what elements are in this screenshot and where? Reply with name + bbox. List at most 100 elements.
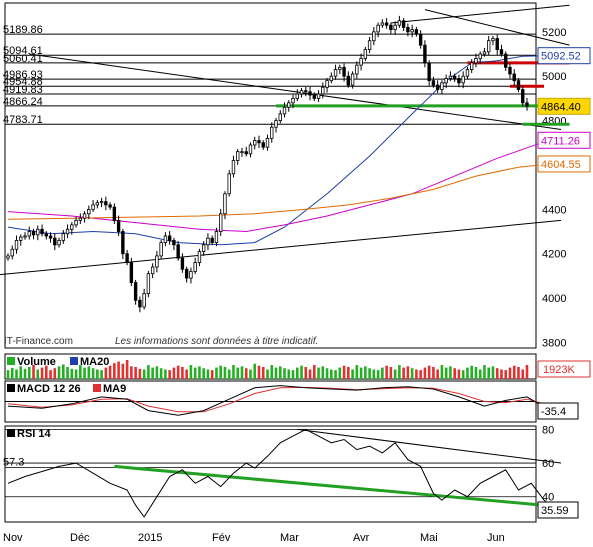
trend-line [390, 4, 570, 24]
volume-bar [104, 367, 108, 379]
candle [244, 151, 248, 155]
candle [491, 38, 495, 42]
candle [14, 239, 19, 250]
trend-line [424, 9, 570, 46]
volume-bar [304, 366, 308, 379]
candle [78, 217, 83, 221]
volume-bar [44, 365, 48, 379]
volume-bar [300, 365, 303, 379]
candle [384, 22, 389, 26]
candle [176, 244, 180, 259]
candle [65, 228, 70, 235]
candle [508, 66, 512, 75]
volume-bar [291, 370, 295, 379]
volume-bar [176, 365, 180, 379]
candle [308, 91, 312, 96]
volume-value-label: 1923K [543, 364, 575, 376]
candle [274, 120, 278, 128]
volume-bar [325, 368, 329, 379]
volume-bar [202, 368, 205, 379]
candle [427, 62, 431, 82]
volume-bar [23, 368, 27, 379]
candle [516, 80, 521, 90]
candle [87, 208, 91, 215]
candle [376, 24, 380, 33]
volume-bar [495, 368, 499, 379]
volume-bar [508, 367, 512, 379]
volume-bar [440, 365, 444, 379]
candle [393, 24, 397, 31]
level-label: 5060.41 [3, 53, 43, 65]
level-label: 4783.71 [3, 114, 43, 126]
volume-bar [249, 369, 252, 379]
volume-bar [474, 366, 478, 379]
candle [521, 89, 525, 104]
volume-bar [398, 365, 401, 379]
candle [70, 224, 74, 230]
volume-bar [487, 367, 491, 379]
volume-bar [172, 367, 176, 379]
volume-bar [130, 366, 133, 379]
rsi-tick-label: 60 [542, 458, 554, 470]
volume-bar [517, 366, 520, 379]
candle [321, 86, 325, 95]
y-tick-label: 4400 [542, 204, 566, 216]
disclaimer: Les informations sont données à titre in… [115, 336, 318, 347]
candle [431, 80, 436, 86]
x-tick-label: 2015 [138, 532, 162, 544]
rsi-value-badge [537, 501, 579, 519]
volume-value-badge [537, 360, 591, 378]
candle [61, 233, 65, 241]
candle [495, 38, 499, 50]
price-badge-label: 4864.40 [541, 101, 581, 113]
x-tick-label: Nov [3, 532, 23, 544]
candle [23, 235, 27, 238]
volume-bar [372, 369, 376, 379]
volume-bar [432, 366, 435, 379]
volume-bar [206, 369, 210, 379]
candle [380, 22, 385, 26]
candle [48, 235, 53, 239]
candle [82, 213, 87, 219]
volume-bar [125, 360, 129, 379]
candle [44, 233, 48, 237]
volume-panel: Volume MA20 1923K [4, 353, 591, 380]
rsi-legend-label: RSI 14 [17, 428, 52, 440]
candle [108, 204, 112, 208]
candle [210, 237, 214, 244]
volume-bar [308, 369, 312, 379]
candle [99, 201, 104, 204]
volume-bar [261, 366, 265, 379]
candle [452, 75, 457, 79]
candle [448, 75, 453, 79]
candle [499, 49, 504, 55]
volume-bar [215, 367, 218, 379]
price-panel: 380040004200440046004800500052005189.865… [0, 2, 591, 349]
candle [227, 173, 231, 195]
price-badge-label: 4604.55 [541, 159, 581, 171]
candle [95, 202, 100, 206]
volume-bar [321, 366, 325, 379]
candle [363, 49, 368, 59]
x-tick-label: Mar [280, 532, 299, 544]
candle [167, 235, 172, 241]
candle [474, 58, 478, 64]
macd-signal-line [7, 386, 549, 413]
volume-bar [236, 367, 240, 379]
candle [512, 73, 516, 82]
volume-bar [491, 366, 495, 379]
y-tick-label: 5000 [542, 71, 566, 83]
volume-bar [100, 370, 103, 379]
volume-bar [393, 369, 397, 379]
volume-bar [227, 369, 231, 379]
ma-line-ma100 [7, 163, 549, 220]
volume-bar [461, 370, 465, 379]
candle [316, 93, 321, 99]
volume-bar [466, 367, 469, 379]
candle [282, 106, 287, 115]
volume-bar [96, 369, 99, 379]
rsi-tick-label: 80 [542, 424, 554, 436]
volume-bar [287, 369, 291, 379]
candle [6, 255, 10, 259]
candle [478, 53, 482, 59]
